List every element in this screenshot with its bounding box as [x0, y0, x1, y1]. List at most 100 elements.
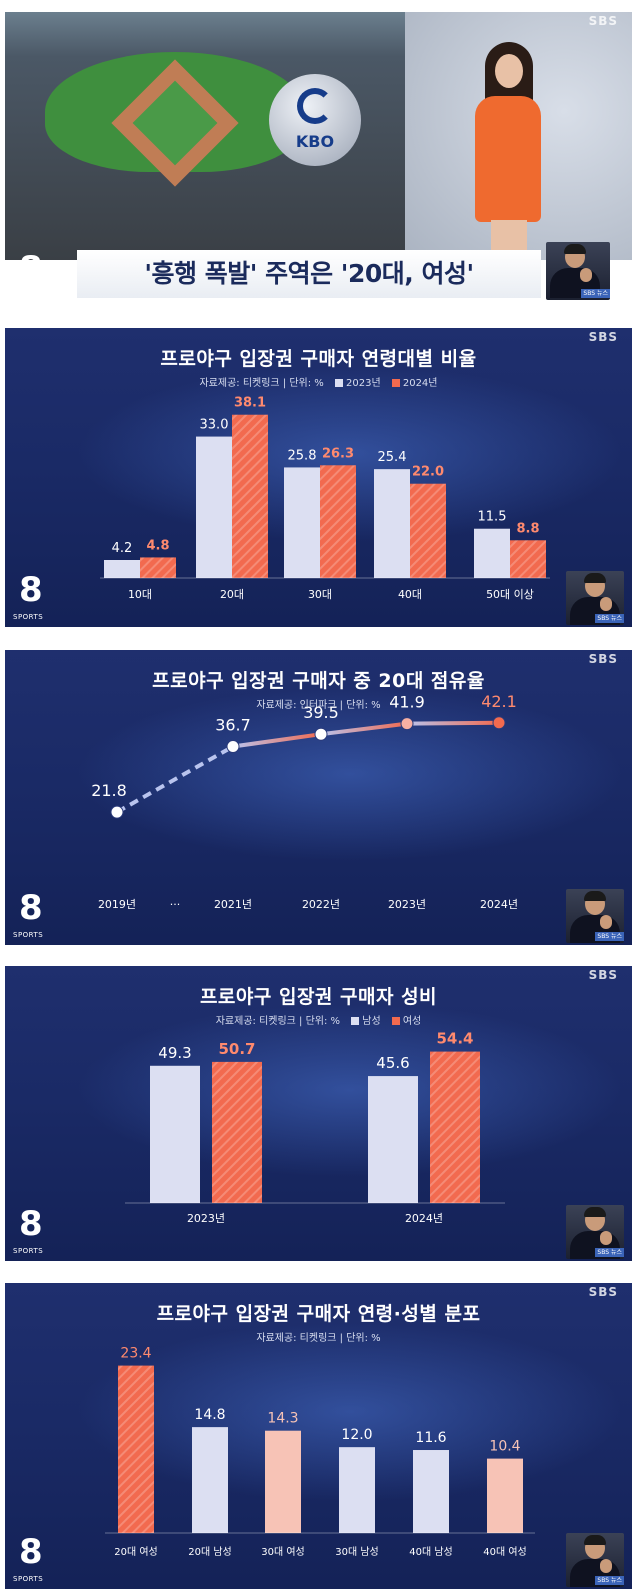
logo-digit: 8	[19, 1204, 43, 1244]
interpreter-hand	[580, 268, 592, 282]
anchor-dress	[475, 96, 541, 222]
x-tick-label: 30대 여성	[261, 1546, 305, 1558]
chart-source: 자료제공: 인터파크 | 단위: %	[5, 696, 632, 711]
kbo-logo: KBO	[269, 74, 361, 166]
bar-2024	[320, 465, 356, 578]
value-label: 36.7	[215, 716, 251, 735]
value-label-male: 45.6	[376, 1054, 409, 1072]
value-label: 14.8	[194, 1407, 225, 1423]
logo-digit: 8	[19, 570, 43, 610]
bar-male	[413, 1450, 449, 1533]
bar-2023	[284, 467, 320, 578]
logo-text: SPORTS	[13, 613, 44, 621]
x-tick-label: 30대 남성	[335, 1546, 379, 1558]
age-gender-bar-chart: 23.4 20대 여성 14.8 20대 남성 14.3 30대 여성 12.0 30대 남성…	[105, 1346, 535, 1558]
sign-interpreter: SBS 뉴스	[566, 1533, 624, 1587]
logo-text: SPORTS	[13, 1575, 44, 1583]
gender-ratio-bar-chart: 49.3 50.7 2023년 45.6 54.4 2024년	[125, 1030, 505, 1225]
interpreter-hand	[600, 1559, 612, 1573]
bar-female	[487, 1458, 523, 1533]
legend-female: 여성	[402, 1016, 422, 1027]
legend-2024: 2024년	[402, 378, 438, 389]
value-label-2024: 4.8	[146, 538, 169, 553]
x-tick-label: 20대	[220, 588, 244, 601]
broadcaster-logo: SBS	[588, 652, 618, 666]
value-label: 41.9	[389, 693, 425, 712]
bar-male	[339, 1447, 375, 1533]
x-tick-label: 2023년	[187, 1212, 225, 1225]
news-stamp: SBS 뉴스	[595, 932, 624, 941]
data-point	[492, 716, 506, 730]
legend-swatch-2023	[335, 379, 343, 387]
x-tick-label: 10대	[128, 588, 152, 601]
bar-male	[368, 1076, 418, 1203]
line-segment	[320, 721, 408, 737]
bar-2023	[374, 469, 410, 578]
broadcaster-logo: SBS	[588, 14, 618, 28]
bar-male	[192, 1427, 228, 1533]
x-tick-label: 40대	[398, 588, 422, 601]
bar-2023	[474, 528, 510, 578]
sports-logo: 8 SPORTS	[13, 571, 53, 621]
data-point	[110, 805, 124, 819]
logo-text: SPORTS	[13, 1247, 44, 1255]
x-tick-label: 2023년	[388, 898, 426, 911]
x-tick-label: 40대 남성	[409, 1546, 453, 1558]
x-axis-gap-label: ···	[170, 898, 181, 911]
value-label: 10.4	[489, 1439, 520, 1455]
legend-male: 남성	[362, 1016, 381, 1027]
bar-female	[118, 1365, 154, 1533]
data-point	[400, 717, 414, 731]
news-stamp: SBS 뉴스	[595, 1248, 624, 1257]
sign-interpreter: SBS 뉴스	[566, 889, 624, 943]
x-tick-label: 2024년	[480, 898, 518, 911]
interpreter-hair	[584, 573, 606, 583]
age-ratio-bar-chart: 4.2 4.8 10대 33.0 38.1 20대 25.8 26.3 30대 25.4 22.0 4…	[100, 396, 550, 601]
broadcast-frame: KBO SBS '흥행 폭발' 주역은 '20대, 여성' 8 SPORTS S…	[5, 12, 632, 306]
value-label-male: 49.3	[158, 1044, 191, 1062]
chart-source: 자료제공: 티켓링크 | 단위: % 2023년 2024년	[5, 374, 632, 389]
age-ratio-chart-panel: SBS 프로야구 입장권 구매자 연령대별 비율 자료제공: 티켓링크 | 단위…	[5, 328, 632, 627]
value-label: 12.0	[341, 1427, 372, 1443]
chart-title: 프로야구 입장권 구매자 연령·성별 분포	[156, 1303, 481, 1325]
bar-2023	[104, 560, 140, 578]
value-label-2024: 26.3	[322, 446, 354, 461]
legend-swatch-2024	[391, 379, 400, 387]
bar-female	[212, 1061, 262, 1203]
broadcaster-logo: SBS	[588, 968, 618, 982]
value-label: 39.5	[303, 703, 339, 722]
x-tick-label: 2022년	[302, 898, 340, 911]
legend-2023: 2023년	[346, 378, 381, 389]
value-label-2023: 33.0	[200, 418, 229, 433]
value-label-2023: 11.5	[478, 510, 507, 525]
sports-logo: 8 SPORTS	[13, 1533, 53, 1583]
x-tick-label: 20대 남성	[188, 1546, 232, 1558]
x-tick-label: 2021년	[214, 898, 252, 911]
broadcaster-logo: SBS	[588, 1285, 618, 1299]
sign-interpreter: SBS 뉴스	[566, 571, 624, 625]
kbo-logo-text: KBO	[295, 132, 335, 151]
value-label: 23.4	[120, 1346, 151, 1362]
kbo-swirl-icon	[297, 88, 333, 124]
logo-digit: 8	[19, 1532, 43, 1572]
twenties-share-line-chart: 21.8 2019년 36.7 2021년 39.5 2022년 41.9 2023년 42.1…	[91, 692, 518, 911]
news-caption: '흥행 폭발' 주역은 '20대, 여성'	[77, 250, 541, 298]
x-tick-label: 40대 여성	[483, 1546, 527, 1558]
legend-swatch-male	[351, 1017, 360, 1025]
value-label-2024: 8.8	[516, 521, 539, 536]
value-label-2023: 4.2	[112, 541, 133, 556]
value-label-2024: 22.0	[412, 465, 444, 480]
value-label-2023: 25.4	[378, 450, 407, 465]
source-label: 자료제공: 티켓링크 | 단위: %	[199, 378, 324, 389]
news-stamp: SBS 뉴스	[595, 614, 624, 623]
logo-text: SPORTS	[13, 931, 44, 939]
sports-logo: 8 SPORTS	[13, 250, 53, 300]
value-label-female: 54.4	[436, 1030, 473, 1048]
sign-interpreter: SBS 뉴스	[546, 242, 610, 300]
interpreter-hand	[600, 597, 612, 611]
data-point	[314, 727, 328, 741]
bar-2024	[410, 483, 446, 578]
source-label: 자료제공: 인터파크 | 단위: %	[256, 700, 381, 711]
sports-logo: 8 SPORTS	[13, 889, 53, 939]
x-tick-label: 20대 여성	[114, 1546, 158, 1558]
